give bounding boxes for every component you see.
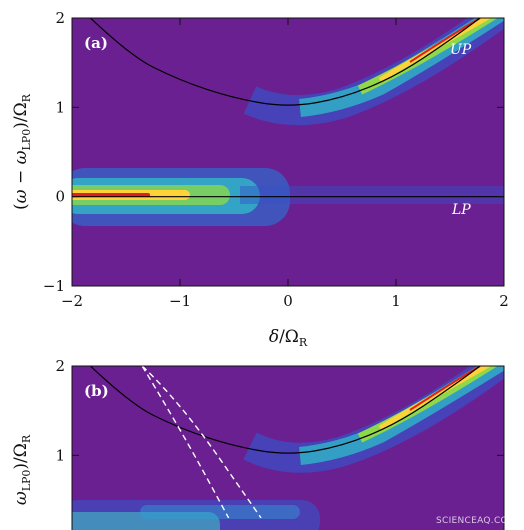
panel-b-y-axis: 12	[55, 357, 504, 464]
y-tick-label: −1	[43, 277, 65, 295]
y-tick-label: 0	[55, 188, 65, 206]
panel-b-dashed-line-2	[141, 366, 262, 519]
panel-b-lower-band	[72, 500, 320, 530]
x-tick-label: 2	[499, 292, 509, 310]
panel-a-x-axis: −2 −1 0 1 2	[61, 18, 509, 310]
panel-a-label: (a)	[84, 34, 108, 52]
panel-b-frame	[71, 365, 505, 530]
y-tick-label: 1	[55, 446, 65, 464]
panel-b-up-band	[243, 366, 504, 473]
panel-b: (b) 12 ωLP0)/ΩR	[11, 357, 505, 530]
watermark: SCIENCEAQ.COM	[435, 516, 516, 526]
y-tick-label: 1	[55, 98, 65, 116]
x-tick-label: 0	[283, 292, 293, 310]
y-tick-label: 2	[55, 357, 65, 375]
panel-a-x-axis-title: δ/ΩR	[269, 327, 308, 349]
panel-b-dashed-line-1	[141, 366, 230, 519]
up-branch-label: UP	[450, 42, 472, 58]
panel-a-y-axis: −1 0 1 2	[43, 9, 504, 295]
lp-branch-label: LP	[451, 202, 471, 218]
panel-b-label: (b)	[84, 382, 109, 400]
x-tick-label: −2	[61, 292, 83, 310]
x-tick-label: −1	[169, 292, 191, 310]
panel-b-up-curve	[89, 366, 482, 454]
x-tick-label: 1	[391, 292, 401, 310]
y-tick-label: 2	[55, 9, 65, 27]
panel-a-up-curve	[89, 18, 482, 106]
panel-b-y-axis-title: ωLP0)/ΩR	[11, 434, 33, 505]
panel-a-y-axis-title: (ω − ωLP0)/ΩR	[11, 93, 33, 210]
panel-a-up-band	[243, 18, 504, 126]
panel-b-plot-area	[72, 366, 504, 530]
panel-a-plot-area	[72, 18, 504, 226]
